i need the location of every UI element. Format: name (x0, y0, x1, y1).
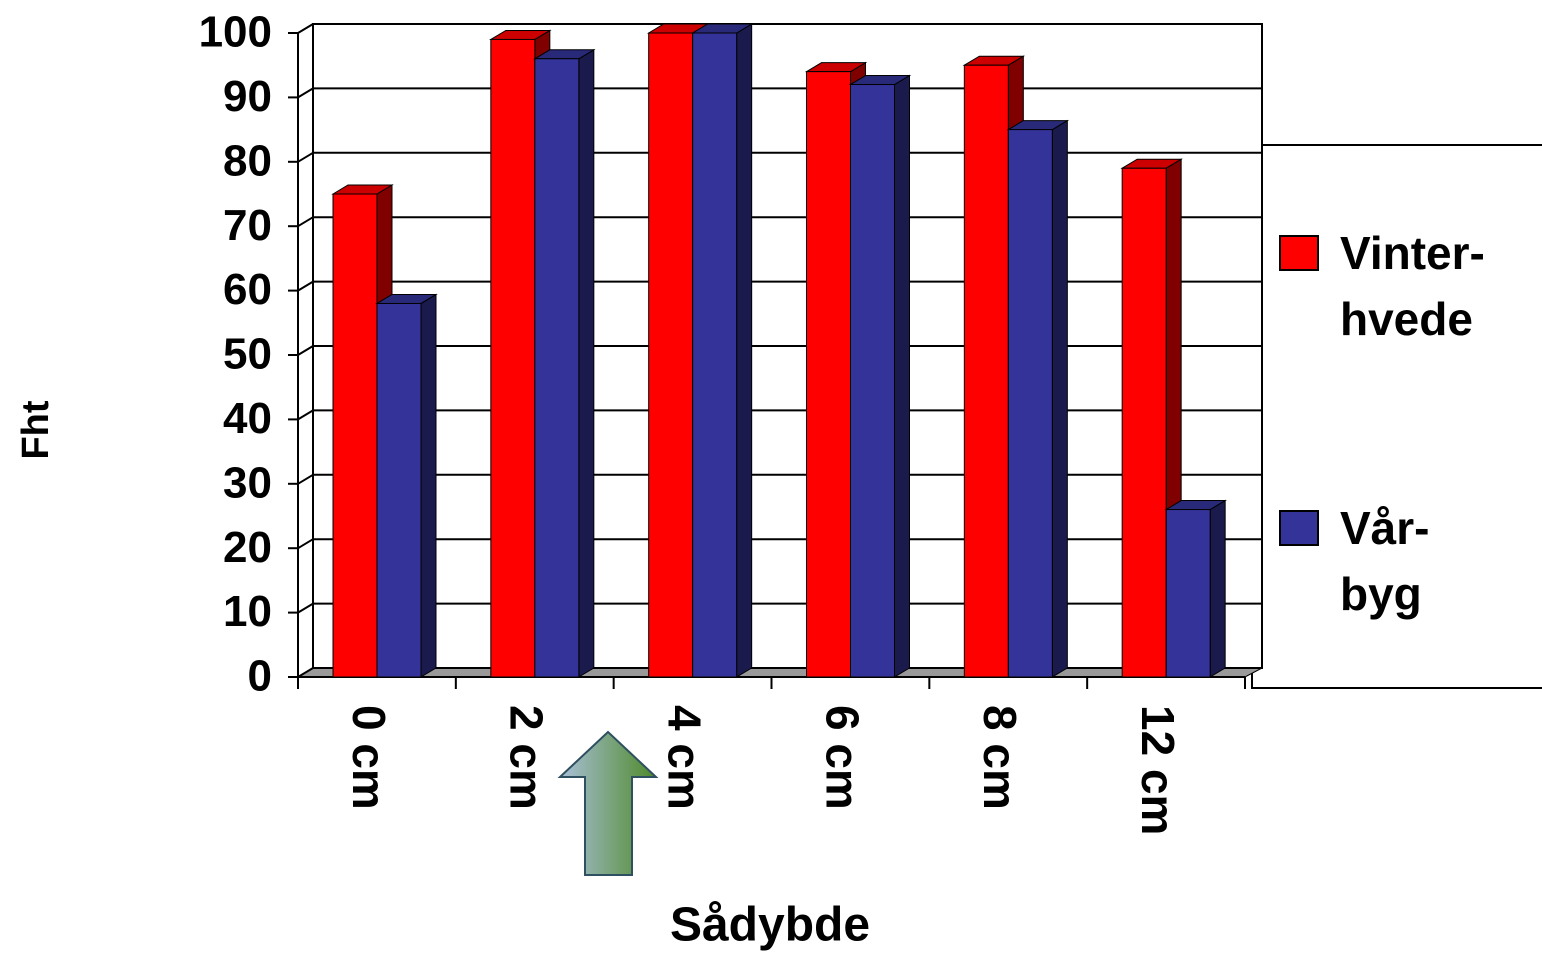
bar-face (963, 64, 1009, 678)
bar-face (1209, 499, 1226, 678)
y-tick-depth (297, 473, 314, 485)
legend-swatch (1279, 510, 1319, 546)
y-tick-depth (297, 409, 314, 421)
y-tick-label: 100 (199, 8, 272, 57)
y-tick-label: 10 (223, 587, 272, 636)
bar (1006, 119, 1070, 678)
x-tick-label: 8 cm (974, 705, 1026, 810)
legend-label: Vår- byg (1340, 502, 1430, 620)
x-tick-label: 6 cm (816, 705, 868, 810)
bar-face (648, 32, 694, 678)
legend-label: Vinter- hvede (1340, 227, 1485, 345)
bar (533, 48, 596, 678)
x-tick-label: 0 cm (343, 705, 395, 810)
y-tick-depth (297, 667, 314, 678)
x-axis-title: Sådybde (670, 899, 870, 952)
bar-face (332, 193, 378, 678)
y-tick-label: 40 (223, 394, 272, 443)
x-tick-label: 4 cm (658, 705, 710, 810)
bar (1164, 499, 1227, 678)
bar-face (1051, 119, 1068, 678)
bar-face (850, 84, 895, 678)
bar-face (806, 71, 851, 678)
bar-face (420, 293, 437, 678)
bar-face (376, 302, 422, 678)
y-axis-title: Fht (15, 400, 57, 459)
y-tick-label: 60 (223, 265, 272, 314)
bar-face (578, 48, 595, 678)
y-tick-depth (297, 280, 314, 292)
x-tick-label: 2 cm (501, 705, 553, 810)
y-tick-label: 20 (223, 523, 272, 572)
x-tick-label: 12 cm (1132, 705, 1184, 835)
y-tick-depth (297, 87, 314, 99)
floor (296, 667, 1263, 678)
y-tick-depth (297, 538, 314, 550)
arrow (557, 730, 659, 876)
bar-face (1007, 129, 1053, 678)
bar-face (692, 32, 738, 678)
y-tick-depth (297, 23, 314, 34)
bar-face (894, 74, 910, 678)
bar (690, 23, 754, 678)
y-tick-depth (297, 151, 314, 163)
y-tick-label: 0 (248, 652, 272, 701)
y-tick-label: 30 (223, 458, 272, 507)
bar-face (534, 58, 580, 678)
bar-face (1121, 167, 1167, 678)
bar-face (736, 23, 753, 678)
y-tick-depth (297, 345, 314, 356)
legend-swatch (1279, 235, 1319, 271)
bar (375, 293, 438, 678)
y-tick-depth (297, 216, 314, 228)
y-tick-label: 50 (223, 330, 272, 379)
y-tick-label: 90 (223, 72, 272, 121)
bar-face (490, 38, 536, 678)
bar-face (1165, 509, 1211, 678)
bar (848, 74, 912, 678)
y-tick-label: 80 (223, 136, 272, 185)
y-tick-depth (297, 602, 314, 614)
y-tick-label: 70 (223, 201, 272, 250)
